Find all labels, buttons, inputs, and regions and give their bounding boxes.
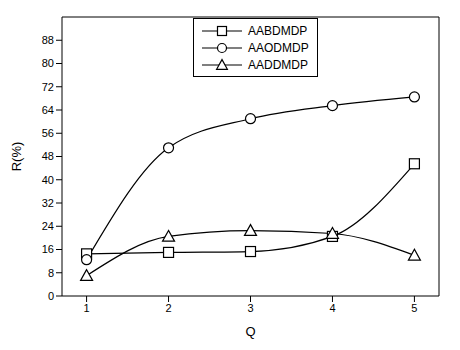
svg-text:5: 5 xyxy=(411,302,417,314)
svg-text:72: 72 xyxy=(42,81,54,93)
svg-text:2: 2 xyxy=(165,302,171,314)
svg-text:24: 24 xyxy=(42,220,54,232)
svg-text:8: 8 xyxy=(48,267,54,279)
html-text:AABDMDP: AABDMDP xyxy=(248,23,308,38)
svg-text:16: 16 xyxy=(42,243,54,255)
svg-text:3: 3 xyxy=(247,302,253,314)
svg-text:1: 1 xyxy=(84,302,90,314)
svg-text:32: 32 xyxy=(42,197,54,209)
svg-text:64: 64 xyxy=(42,104,54,116)
html-text:AAODMDP: AAODMDP xyxy=(248,40,309,55)
svg-text:40: 40 xyxy=(42,174,54,186)
svg-text:48: 48 xyxy=(42,150,54,162)
svg-text:88: 88 xyxy=(42,34,54,46)
html-text:AADDMDP: AADDMDP xyxy=(248,57,308,72)
svg-text:4: 4 xyxy=(329,302,335,314)
svg-text:80: 80 xyxy=(42,57,54,69)
svg-text:0: 0 xyxy=(48,290,54,302)
svg-text:Q: Q xyxy=(245,324,255,339)
svg-text:R(%): R(%) xyxy=(9,142,24,172)
svg-text:56: 56 xyxy=(42,127,54,139)
